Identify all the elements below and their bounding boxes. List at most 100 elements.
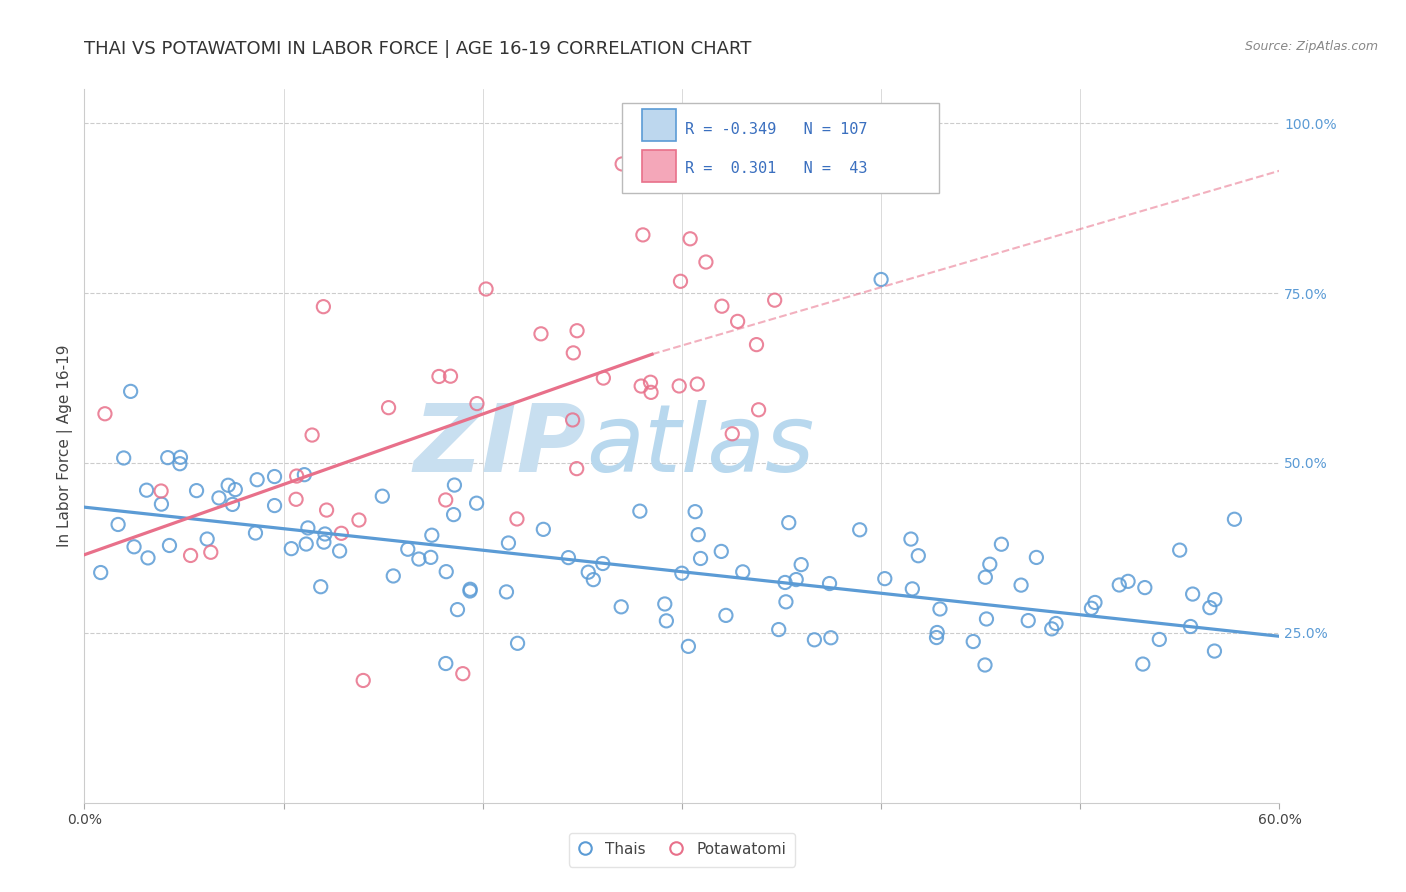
Point [475, 282, 498, 296]
Point [112, 450, 135, 465]
Point [169, 457, 191, 471]
Point [748, 402, 770, 417]
Point [330, 526, 353, 541]
Point [292, 467, 315, 482]
Point [246, 473, 269, 487]
Point [1116, 574, 1139, 589]
Point [122, 540, 145, 554]
Point [1084, 595, 1107, 609]
Text: Source: ZipAtlas.com: Source: ZipAtlas.com [1244, 40, 1378, 54]
Point [434, 657, 457, 671]
Point [679, 232, 702, 246]
Text: R = -0.349   N = 107: R = -0.349 N = 107 [686, 121, 868, 136]
Point [136, 550, 159, 565]
Text: R =  0.301   N =  43: R = 0.301 N = 43 [686, 161, 868, 176]
Y-axis label: In Labor Force | Age 16-19: In Labor Force | Age 16-19 [58, 344, 73, 548]
Point [498, 536, 520, 550]
Legend: Thais, Potawatomi: Thais, Potawatomi [568, 833, 796, 866]
Point [506, 512, 529, 526]
Point [371, 489, 394, 503]
Point [208, 491, 231, 505]
Point [979, 558, 1001, 572]
Point [377, 401, 399, 415]
Point [974, 570, 997, 584]
Point [561, 413, 583, 427]
Point [309, 580, 332, 594]
Point [1168, 543, 1191, 558]
Point [506, 636, 529, 650]
Point [221, 497, 243, 511]
Point [280, 541, 302, 556]
Point [443, 508, 465, 522]
Point [530, 326, 553, 341]
Point [314, 527, 336, 541]
Point [565, 461, 588, 475]
Point [976, 612, 998, 626]
Text: THAI VS POTAWATOMI IN LABOR FORCE | AGE 16-19 CORRELATION CHART: THAI VS POTAWATOMI IN LABOR FORCE | AGE … [84, 40, 752, 58]
Point [695, 255, 717, 269]
Bar [643, 109, 676, 141]
Point [1040, 622, 1063, 636]
Point [352, 673, 374, 688]
Point [1149, 632, 1171, 647]
Point [612, 157, 634, 171]
Point [990, 537, 1012, 551]
Point [301, 428, 323, 442]
Point [710, 544, 733, 558]
Point [557, 550, 579, 565]
Point [420, 528, 443, 542]
Point [683, 505, 706, 519]
Point [873, 572, 896, 586]
Point [245, 526, 267, 541]
Point [628, 504, 651, 518]
Point [727, 314, 749, 328]
Point [150, 497, 173, 511]
Point [1199, 600, 1222, 615]
Point [295, 537, 318, 551]
Point [156, 450, 179, 465]
Point [90, 566, 112, 580]
Point [630, 379, 652, 393]
Point [107, 517, 129, 532]
Point [773, 575, 796, 590]
Point [217, 478, 239, 492]
Point [610, 599, 633, 614]
Point [689, 551, 711, 566]
Point [803, 632, 825, 647]
Point [195, 532, 218, 546]
Point [678, 640, 700, 654]
Point [408, 552, 430, 566]
Point [186, 483, 208, 498]
Point [312, 535, 335, 549]
Point [974, 658, 997, 673]
Text: ZIP: ZIP [413, 400, 586, 492]
Point [818, 576, 841, 591]
Point [150, 483, 173, 498]
Point [396, 542, 419, 557]
Point [434, 492, 457, 507]
Point [1132, 657, 1154, 671]
Point [1204, 592, 1226, 607]
Point [120, 384, 142, 399]
Point [785, 573, 807, 587]
Point [671, 566, 693, 581]
Point [778, 516, 800, 530]
Point [1080, 601, 1102, 615]
Point [180, 549, 202, 563]
Point [640, 376, 662, 390]
Point [768, 623, 790, 637]
Point [848, 523, 870, 537]
Point [820, 631, 842, 645]
Point [745, 337, 768, 351]
Point [224, 483, 246, 497]
Point [688, 527, 710, 541]
Point [790, 558, 813, 572]
Point [285, 469, 308, 483]
Point [655, 614, 678, 628]
Point [312, 300, 335, 314]
Point [434, 565, 457, 579]
Point [439, 369, 461, 384]
Point [927, 625, 949, 640]
Point [631, 227, 654, 242]
Point [297, 521, 319, 535]
